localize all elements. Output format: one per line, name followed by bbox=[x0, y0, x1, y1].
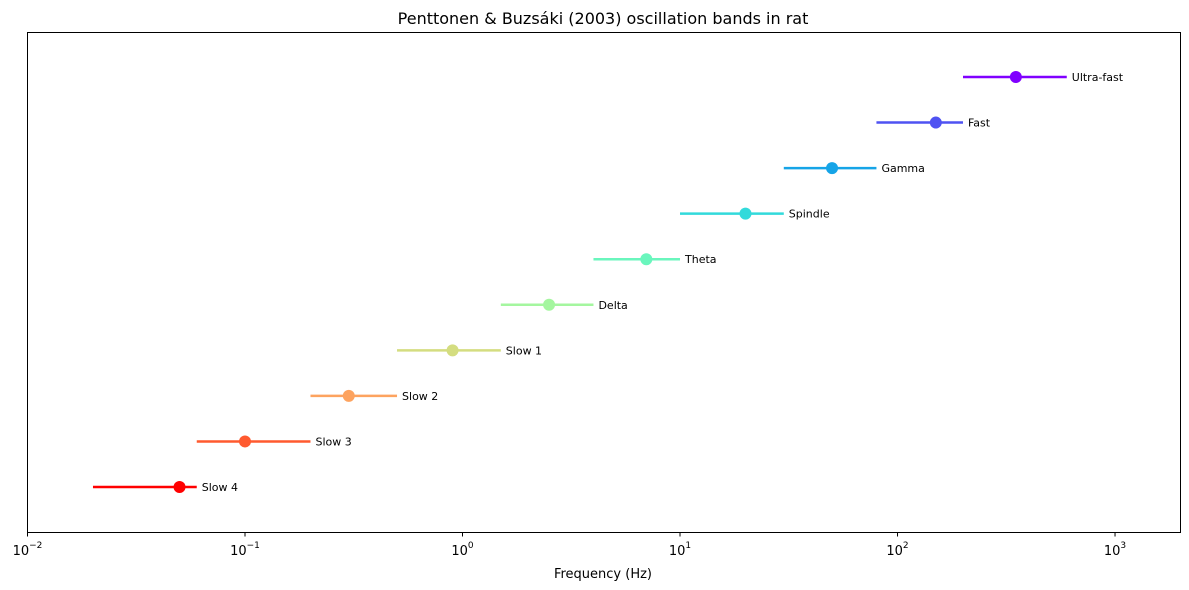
band-center-point bbox=[239, 435, 252, 448]
x-tick-label: 100 bbox=[451, 541, 474, 559]
band-center-point bbox=[342, 389, 355, 402]
band-spindle: Spindle bbox=[680, 207, 830, 221]
band-center-point bbox=[173, 481, 186, 493]
band-label: Fast bbox=[968, 117, 991, 130]
band-delta: Delta bbox=[500, 298, 628, 312]
band-label: Slow 4 bbox=[202, 481, 238, 494]
x-tick-label: 10−2 bbox=[13, 541, 43, 559]
band-ultra-fast: Ultra-fast bbox=[962, 71, 1124, 84]
band-theta: Theta bbox=[593, 253, 717, 266]
band-label: Spindle bbox=[789, 208, 830, 221]
band-label: Theta bbox=[684, 253, 717, 266]
band-gamma: Gamma bbox=[783, 162, 925, 175]
plot-area: Slow 4 Slow 3 Slow 2 Slow 1 Delta Theta Spindl… bbox=[92, 71, 1124, 494]
plot-frame bbox=[27, 32, 1181, 533]
band-label: Gamma bbox=[881, 162, 924, 175]
band-label: Slow 3 bbox=[315, 435, 351, 448]
band-center-point bbox=[826, 162, 839, 175]
band-label: Slow 1 bbox=[506, 344, 542, 357]
band-center-point bbox=[640, 253, 653, 266]
band-fast: Fast bbox=[876, 116, 991, 130]
band-center-point bbox=[446, 344, 459, 357]
band-slow-3: Slow 3 bbox=[196, 435, 352, 448]
band-label: Ultra-fast bbox=[1072, 71, 1124, 84]
band-center-point bbox=[929, 116, 942, 129]
x-tick-label: 102 bbox=[886, 541, 908, 559]
chart-title: Penttonen & Buzsáki (2003) oscillation b… bbox=[398, 9, 809, 28]
x-tick-label: 101 bbox=[669, 541, 691, 559]
x-tick-label: 103 bbox=[1104, 541, 1126, 559]
x-axis-label: Frequency (Hz) bbox=[554, 567, 652, 582]
x-axis: 10−2 10−1 100 101 102 103 bbox=[13, 532, 1126, 559]
band-label: Slow 2 bbox=[402, 390, 438, 403]
band-center-point bbox=[543, 298, 556, 311]
x-tick-label: 10−1 bbox=[230, 541, 260, 559]
band-slow-4: Slow 4 bbox=[92, 481, 238, 494]
band-center-point bbox=[739, 207, 752, 220]
band-center-point bbox=[1009, 71, 1022, 83]
band-label: Delta bbox=[598, 299, 627, 312]
band-slow-1: Slow 1 bbox=[397, 344, 542, 357]
band-slow-2: Slow 2 bbox=[310, 389, 438, 403]
